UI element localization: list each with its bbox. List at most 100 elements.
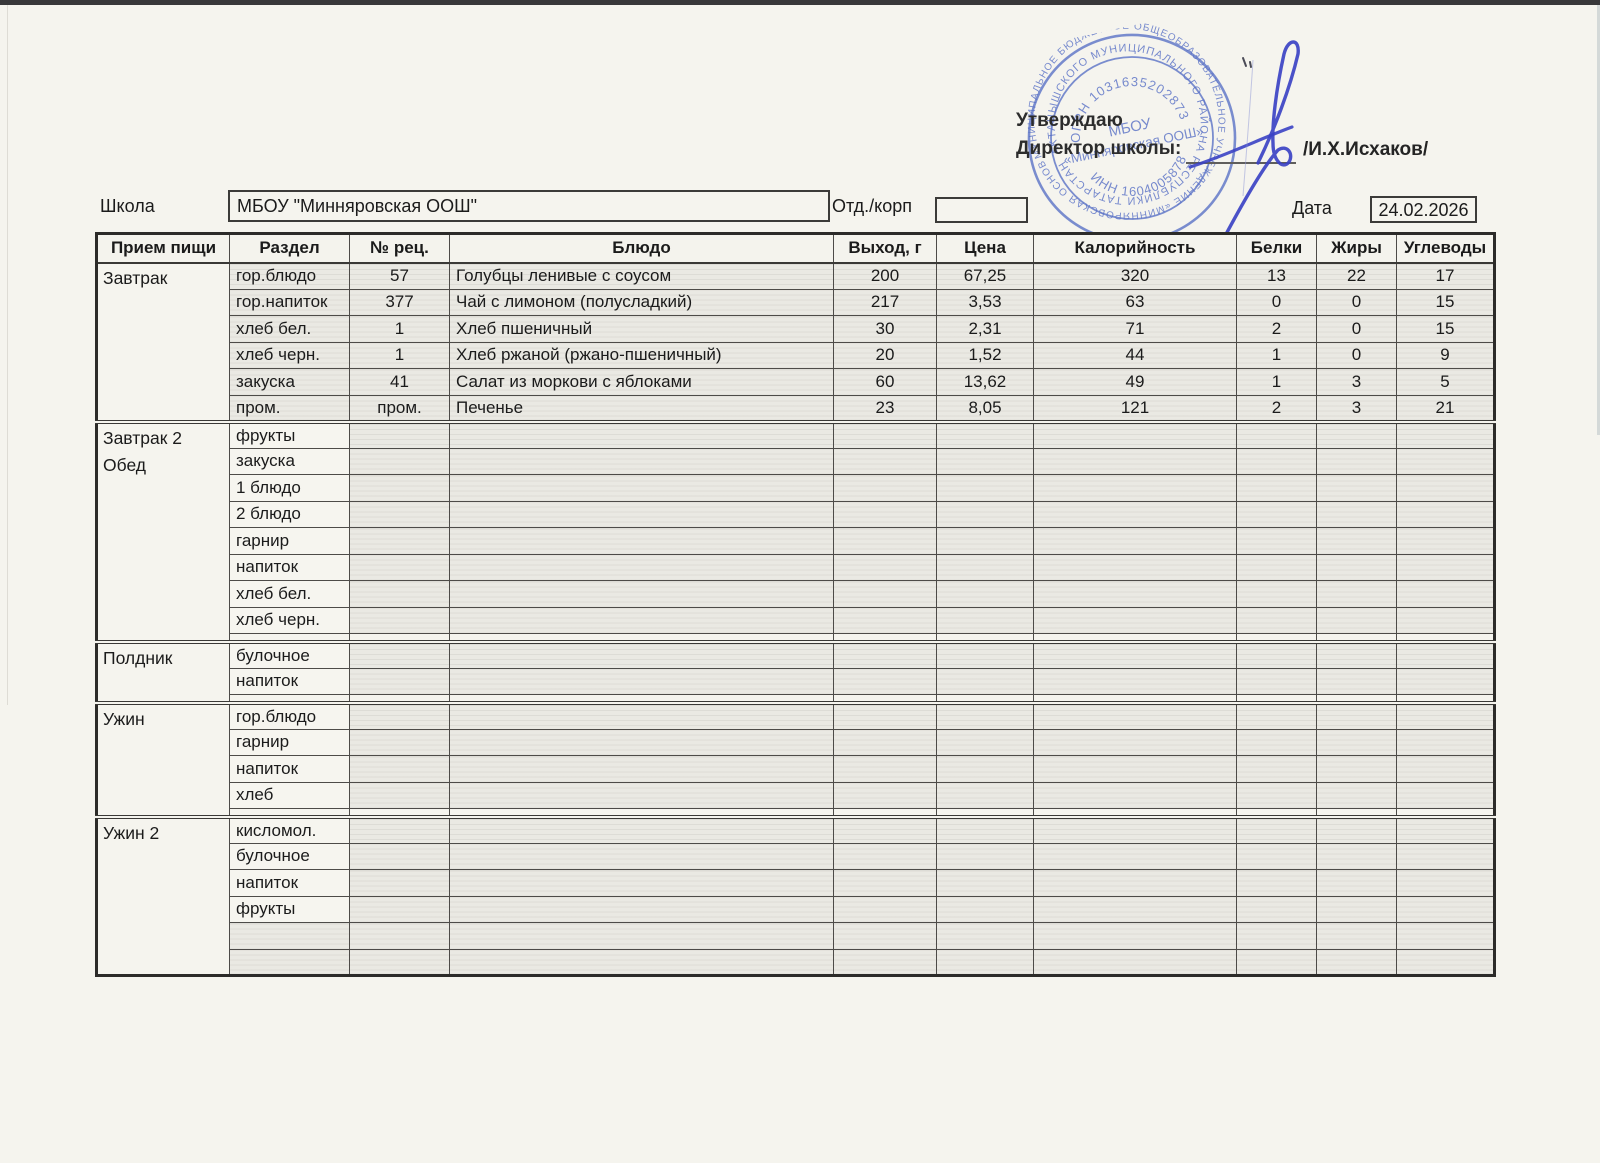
price-cell bbox=[936, 895, 1034, 923]
carbs-cell: 15 bbox=[1396, 315, 1495, 343]
razdel-cell: гор.блюдо bbox=[229, 262, 350, 290]
recipe-no-cell bbox=[349, 553, 450, 581]
dish-cell bbox=[449, 755, 834, 783]
price-cell bbox=[936, 419, 1034, 449]
razdel-cell: гарнир bbox=[229, 728, 350, 756]
menu-row: Завтрак 2 Обед фрукты bbox=[96, 419, 1495, 642]
fat-cell: 3 bbox=[1316, 368, 1397, 396]
price-cell bbox=[936, 869, 1034, 897]
menu-row: закуска 41 Салат из моркови с яблоками 60 13… bbox=[97, 368, 1495, 396]
carbs-cell bbox=[1396, 667, 1495, 695]
spacer-cell bbox=[349, 808, 450, 817]
header-razdel: Раздел bbox=[229, 233, 350, 264]
menu-row bbox=[97, 922, 1495, 950]
spacer-cell bbox=[1316, 633, 1397, 642]
recipe-no-cell bbox=[349, 922, 450, 950]
signature-line bbox=[1186, 142, 1296, 164]
dish-cell bbox=[449, 948, 834, 976]
fat-cell bbox=[1316, 606, 1397, 634]
fat-cell bbox=[1316, 500, 1397, 528]
fat-cell bbox=[1316, 447, 1397, 475]
menu-row: Полдник булочное bbox=[96, 639, 1495, 703]
spacer-cell bbox=[1236, 694, 1317, 703]
menu-row: булочное bbox=[97, 842, 1495, 870]
fat-cell bbox=[1316, 700, 1397, 730]
razdel-cell: кисломол. bbox=[229, 814, 350, 844]
director-label: Директор школы: bbox=[1016, 138, 1182, 159]
razdel-cell: фрукты bbox=[229, 895, 350, 923]
dish-cell: Салат из моркови с яблоками bbox=[449, 368, 834, 396]
output-cell bbox=[833, 948, 937, 976]
dish-cell: Хлеб ржаной (ржано-пшеничный) bbox=[449, 341, 834, 369]
spacer-cell bbox=[833, 633, 937, 642]
carbs-cell bbox=[1396, 527, 1495, 555]
razdel-cell: напиток bbox=[229, 667, 350, 695]
spacer-cell bbox=[229, 633, 350, 642]
output-cell bbox=[833, 814, 937, 844]
menu-row: хлеб бел. bbox=[97, 580, 1495, 608]
recipe-no-cell bbox=[349, 814, 450, 844]
razdel-cell: хлеб черн. bbox=[229, 606, 350, 634]
dish-cell bbox=[449, 700, 834, 730]
fat-cell: 3 bbox=[1316, 394, 1397, 422]
menu-row: напиток bbox=[97, 667, 1495, 695]
protein-cell bbox=[1236, 639, 1317, 669]
protein-cell bbox=[1236, 474, 1317, 502]
protein-cell bbox=[1236, 447, 1317, 475]
carbs-cell: 17 bbox=[1396, 262, 1495, 290]
price-cell bbox=[936, 814, 1034, 844]
calories-cell bbox=[1033, 527, 1237, 555]
spacer-row bbox=[97, 633, 1495, 642]
price-cell bbox=[936, 755, 1034, 783]
dish-cell bbox=[449, 869, 834, 897]
output-cell bbox=[833, 842, 937, 870]
dish-cell bbox=[449, 500, 834, 528]
calories-cell bbox=[1033, 781, 1237, 809]
recipe-no-cell bbox=[349, 667, 450, 695]
price-cell bbox=[936, 606, 1034, 634]
menu-row: хлеб черн. 1 Хлеб ржаной (ржано-пшеничный)… bbox=[97, 341, 1495, 369]
spacer-cell bbox=[1033, 633, 1237, 642]
carbs-cell bbox=[1396, 842, 1495, 870]
calories-cell bbox=[1033, 755, 1237, 783]
dish-cell bbox=[449, 580, 834, 608]
razdel-cell: напиток bbox=[229, 755, 350, 783]
output-cell bbox=[833, 527, 937, 555]
recipe-no-cell bbox=[349, 728, 450, 756]
price-cell: 13,62 bbox=[936, 368, 1034, 396]
protein-cell: 13 bbox=[1236, 262, 1317, 290]
approve-label: Утверждаю bbox=[1016, 110, 1123, 131]
protein-cell bbox=[1236, 553, 1317, 581]
dish-cell bbox=[449, 842, 834, 870]
razdel-cell: гор.напиток bbox=[229, 288, 350, 316]
protein-cell: 2 bbox=[1236, 394, 1317, 422]
calories-cell bbox=[1033, 447, 1237, 475]
carbs-cell bbox=[1396, 500, 1495, 528]
fat-cell bbox=[1316, 842, 1397, 870]
spacer-cell bbox=[449, 694, 834, 703]
output-cell bbox=[833, 553, 937, 581]
header-calories: Калорийность bbox=[1033, 233, 1237, 264]
header-fat: Жиры bbox=[1316, 233, 1397, 264]
razdel-cell: пром. bbox=[229, 394, 350, 422]
carbs-cell bbox=[1396, 755, 1495, 783]
protein-cell bbox=[1236, 527, 1317, 555]
price-cell bbox=[936, 842, 1034, 870]
date-label: Дата bbox=[1292, 198, 1332, 218]
recipe-no-cell bbox=[349, 781, 450, 809]
razdel-cell: гарнир bbox=[229, 527, 350, 555]
menu-row: гарнир bbox=[97, 527, 1495, 555]
spacer-row bbox=[97, 694, 1495, 703]
recipe-no-cell: 41 bbox=[349, 368, 450, 396]
output-cell: 23 bbox=[833, 394, 937, 422]
spacer-cell bbox=[1396, 694, 1495, 703]
protein-cell: 1 bbox=[1236, 341, 1317, 369]
carbs-cell bbox=[1396, 895, 1495, 923]
menu-row: 2 блюдо bbox=[97, 500, 1495, 528]
carbs-cell bbox=[1396, 606, 1495, 634]
calories-cell bbox=[1033, 667, 1237, 695]
spacer-cell bbox=[1033, 694, 1237, 703]
dish-cell: Голубцы ленивые с соусом bbox=[449, 262, 834, 290]
meal-cell: Полдник bbox=[96, 639, 230, 703]
menu-row: хлеб бел. 1 Хлеб пшеничный 30 2,31 71 2 0 15 bbox=[97, 315, 1495, 343]
